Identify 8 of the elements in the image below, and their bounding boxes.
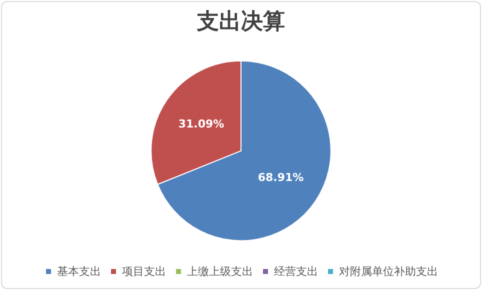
legend-label: 项目支出	[122, 265, 166, 278]
legend-label: 对附属单位补助支出	[339, 265, 438, 278]
chart-title: 支出决算	[196, 10, 285, 34]
legend-label: 基本支出	[57, 265, 101, 278]
legend-label: 上缴上级支出	[187, 265, 253, 278]
legend-label: 经营支出	[274, 265, 318, 278]
data-label: 31.09%	[178, 117, 224, 130]
data-label: 68.91%	[258, 171, 304, 184]
